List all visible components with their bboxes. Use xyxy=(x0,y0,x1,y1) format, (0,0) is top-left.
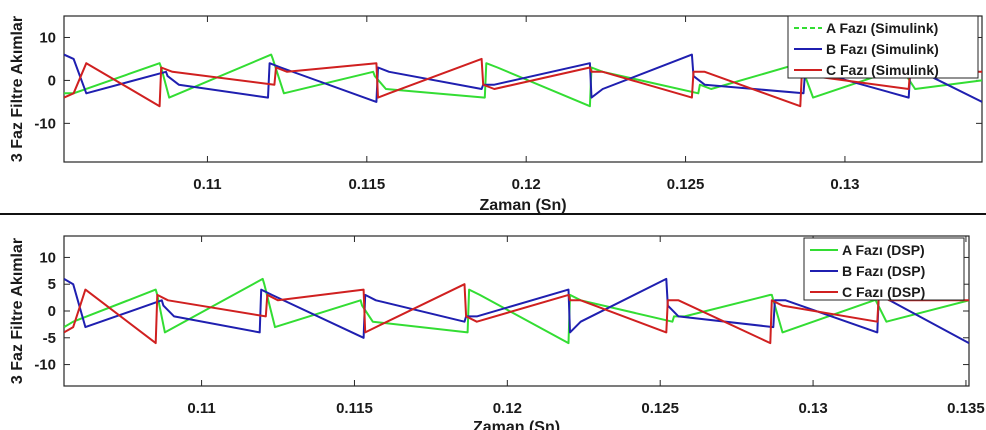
legend-label: B Fazı (DSP) xyxy=(842,263,925,279)
x-tick-label: 0.11 xyxy=(187,400,215,417)
y-axis-label: 3 Faz Filtre Akımlar xyxy=(9,238,26,384)
y-tick-label: -10 xyxy=(34,115,56,132)
y-tick-label: -5 xyxy=(43,330,56,347)
x-tick-label: 0.115 xyxy=(348,176,385,193)
legend-label: C Fazı (DSP) xyxy=(842,284,925,300)
series-line-c xyxy=(64,283,969,345)
chart-panel-simulink: 0.11 0.115 0.12 0.125 0.13 10 0 -10 Zaman (Sn) 3 … xyxy=(9,15,983,214)
chart-panel-dsp: 0.11 0.115 0.12 0.125 0.13 0.135 10 5 0 -5 -10 Zama… xyxy=(9,235,985,430)
series-line-a xyxy=(64,277,969,345)
y-tick-label: 0 xyxy=(48,303,56,320)
y-tick-label: -10 xyxy=(34,357,56,374)
x-tick-label: 0.13 xyxy=(830,176,859,193)
legend-label: A Fazı (DSP) xyxy=(842,242,925,258)
x-tick-label: 0.12 xyxy=(493,400,522,417)
y-tick-label: 10 xyxy=(39,29,56,46)
series-line-a xyxy=(64,53,982,108)
legend-label: A Fazı (Simulink) xyxy=(826,20,938,36)
legend-box xyxy=(787,15,979,79)
y-axis-label: 3 Faz Filtre Akımlar xyxy=(9,16,26,162)
legend-label: C Fazı (Simulink) xyxy=(826,62,939,78)
x-tick-label: 0.125 xyxy=(641,400,679,417)
y-tick-label: 10 xyxy=(39,249,56,266)
x-tick-label: 0.125 xyxy=(667,176,705,193)
series-line-b xyxy=(64,277,969,344)
legend-box xyxy=(803,237,965,301)
legend-label: B Fazı (Simulink) xyxy=(826,41,939,57)
x-axis-label: Zaman (Sn) xyxy=(479,197,566,214)
x-tick-label: 0.135 xyxy=(947,400,985,417)
y-tick-label: 5 xyxy=(48,276,56,293)
x-tick-label: 0.13 xyxy=(798,400,827,417)
x-tick-label: 0.12 xyxy=(512,176,541,193)
y-tick-label: 0 xyxy=(48,72,56,89)
x-tick-label: 0.11 xyxy=(193,176,221,193)
x-tick-label: 0.115 xyxy=(336,400,373,417)
x-axis-label: Zaman (Sn) xyxy=(473,419,560,430)
